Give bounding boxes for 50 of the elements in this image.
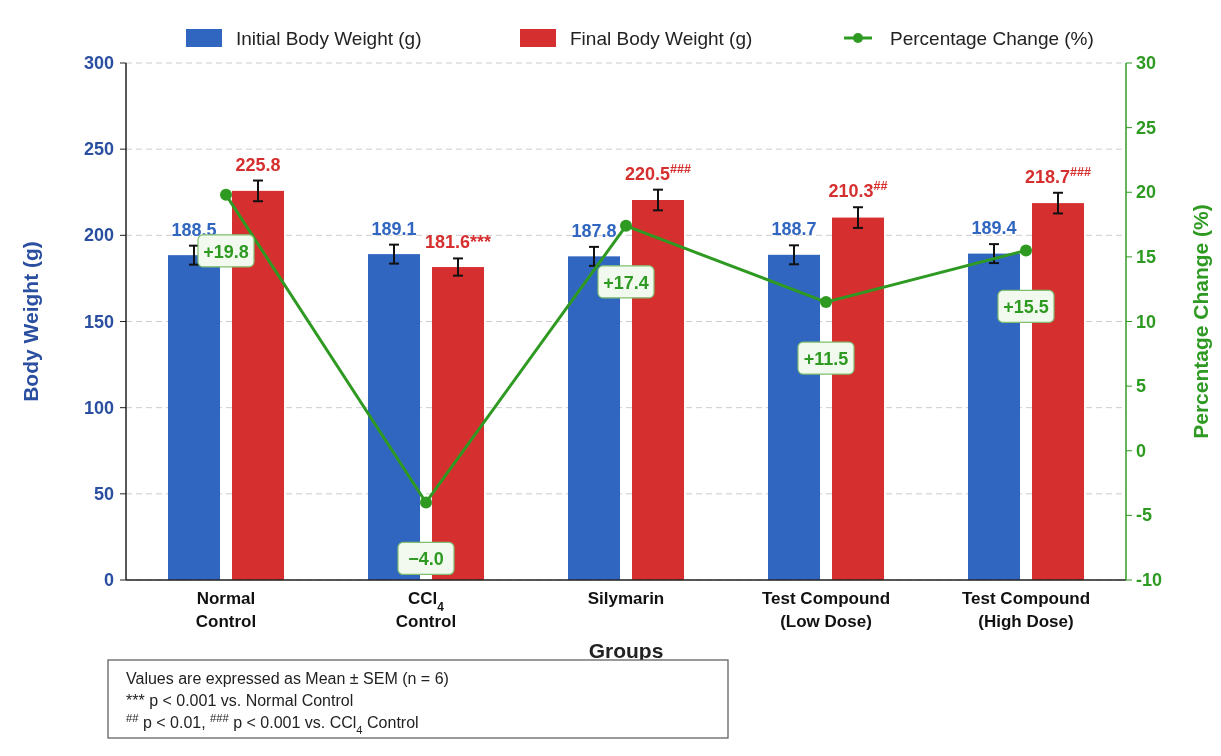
y-tick-label: 100 [83, 397, 114, 418]
y-tick-label: 250 [83, 139, 114, 160]
text: $^{##}$ p < 0.01, $^{###}$ p < 0.001 vs. CCl$_{4}$ Control [126, 712, 419, 736]
y2-tick-label: 0 [1136, 440, 1147, 461]
x-tick-label: Test Compound (High Dose) [961, 589, 1091, 631]
x-tick-label: CCl$_{4}$ Control [395, 589, 457, 631]
x-tick-label: Silymarin [587, 589, 665, 608]
y-tick-label: 150 [83, 311, 114, 332]
x-tick-label: Normal Control [195, 589, 257, 631]
y2-axis-title: Percentage Change (%) [1189, 204, 1212, 439]
data-label: 225.8 [235, 154, 281, 175]
data-label: 218.7$^{###}$ [1024, 164, 1092, 187]
data-label: 187.8 [571, 220, 617, 241]
point [420, 496, 432, 509]
data-label: 181.6*** [424, 232, 492, 253]
data-label: 189.4 [971, 218, 1017, 239]
y2-tick-label: 5 [1136, 376, 1147, 397]
point [220, 188, 232, 201]
legend-label: Final Body Weight (g) [570, 28, 753, 49]
data-label: 188.5 [171, 219, 217, 240]
point [620, 219, 632, 232]
legend-label: Percentage Change (%) [890, 28, 1094, 49]
y-tick-label: 0 [103, 570, 114, 590]
data-label: 210.3$^{##}$ [828, 179, 888, 202]
y-tick-label: 300 [83, 53, 114, 73]
text: *** p < 0.001 vs. Normal Control [126, 692, 354, 709]
data-label: 189.1 [371, 218, 417, 239]
y2-tick-label: 20 [1136, 182, 1157, 203]
data-label: +11.5 [803, 349, 849, 370]
y-tick-label: 50 [93, 483, 114, 504]
y-axis-title: Body Weight (g) [19, 241, 42, 402]
point [820, 296, 832, 309]
legend-label: Initial Body Weight (g) [236, 28, 422, 49]
data-label: +19.8 [203, 241, 249, 262]
y2-tick-label: 15 [1136, 246, 1157, 267]
y2-tick-label: 30 [1136, 53, 1157, 73]
y2-tick-label: -5 [1136, 505, 1153, 526]
y2-tick-label: 25 [1136, 117, 1157, 138]
x-axis-title: Groups [588, 639, 664, 662]
y2-tick-label: 10 [1136, 311, 1157, 332]
data-label: 188.7 [771, 219, 817, 240]
point [1020, 244, 1032, 257]
y-tick-label: 200 [83, 225, 114, 246]
data-label: +15.5 [1003, 297, 1049, 318]
data-label: 220.5$^{###}$ [624, 161, 692, 184]
data-label: −4.0 [408, 549, 444, 570]
x-tick-label: Test Compound (Low Dose) [761, 589, 891, 631]
text: Values are expressed as Mean ± SEM (n = 6) [126, 670, 449, 687]
y2-tick-label: -10 [1136, 570, 1163, 590]
data-label: +17.4 [603, 272, 649, 293]
